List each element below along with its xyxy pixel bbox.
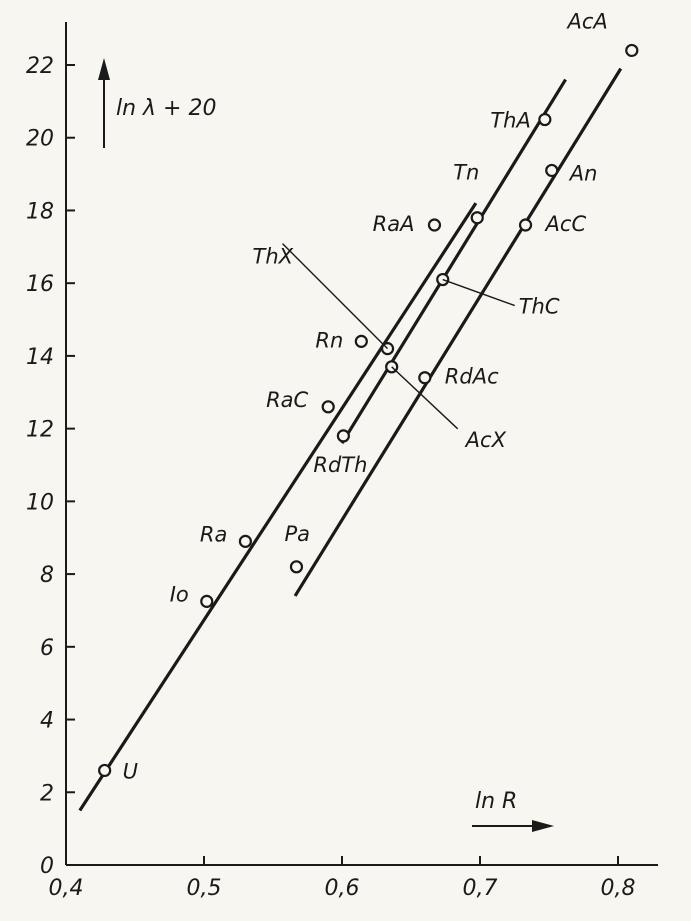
y-tick-label: 14	[26, 345, 54, 370]
label-aca: AcA	[566, 9, 608, 33]
y-tick-label: 12	[26, 418, 54, 443]
y-tick-label: 8	[40, 563, 54, 588]
fit-line-3	[293, 67, 623, 597]
label-tha: ThA	[490, 109, 531, 133]
point-raa	[427, 218, 442, 232]
label-rac: RaC	[266, 388, 308, 412]
label-ra: Ra	[200, 522, 227, 546]
label-rdac: RdAc	[445, 365, 499, 389]
point-acc	[518, 218, 533, 232]
y-tick-label: 20	[26, 127, 54, 152]
point-an	[545, 163, 559, 178]
label-pa: Pa	[284, 522, 310, 546]
point-u	[98, 763, 112, 778]
leader-thx	[282, 243, 389, 350]
leader-thc	[442, 278, 515, 307]
axis-titles: ln λ + 20 ln R	[98, 58, 554, 832]
label-tn: Tn	[453, 161, 479, 185]
axes	[65, 22, 658, 866]
leader-acx	[391, 366, 459, 430]
y-tick-label: 10	[26, 490, 54, 515]
label-io: Io	[170, 582, 189, 606]
point-rdth	[336, 429, 350, 443]
y-tick-label: 18	[26, 199, 54, 224]
label-rn: Rn	[315, 328, 343, 352]
x-axis-arrow-head	[532, 820, 554, 832]
fit-line-1	[78, 202, 478, 812]
label-an: An	[568, 161, 598, 185]
fit-lines	[78, 67, 623, 812]
ticks: 0 2 4 6 8 10 12 14 16 18 20 22 0,4 0,5 0,6 0,7 0,8	[26, 54, 636, 901]
x-tick-label: 0,4	[49, 876, 84, 901]
point-tha	[538, 112, 552, 127]
y-tick-label: 4	[40, 709, 54, 734]
y-axis-arrow-head	[98, 58, 110, 80]
x-tick-label: 0,7	[463, 876, 498, 901]
point-rn	[354, 334, 368, 348]
data-points	[98, 43, 639, 778]
point-ra	[238, 534, 252, 548]
label-thc: ThC	[519, 295, 560, 319]
point-labels: U Io Ra RaC Rn RaA Pa RdTh ThX Tn ThA AcX ThC RdAc AcC…	[123, 9, 608, 783]
label-acc: AcC	[544, 212, 587, 236]
y-tick-label: 6	[40, 636, 54, 661]
x-tick-label: 0,6	[325, 876, 360, 901]
x-tick-label: 0,5	[187, 876, 222, 901]
y-tick-label: 16	[26, 272, 54, 297]
label-thx: ThX	[253, 245, 294, 269]
point-rdac	[418, 371, 432, 385]
label-rdth: RdTh	[313, 453, 367, 477]
y-tick-label: 22	[26, 54, 54, 79]
point-io	[200, 594, 214, 608]
point-tn	[470, 211, 484, 225]
label-raa: RaA	[373, 212, 415, 236]
y-tick-label: 2	[40, 781, 54, 806]
point-aca	[625, 43, 639, 58]
x-axis-title: ln R	[475, 789, 517, 814]
y-axis-title: ln λ + 20	[116, 96, 216, 121]
y-tick-label: 0	[40, 854, 54, 879]
x-tick-label: 0,8	[601, 876, 636, 901]
label-u: U	[123, 759, 138, 783]
label-acx: AcX	[464, 428, 507, 452]
fit-line-2	[340, 78, 567, 445]
point-rac	[321, 400, 335, 414]
point-pa	[289, 560, 304, 574]
